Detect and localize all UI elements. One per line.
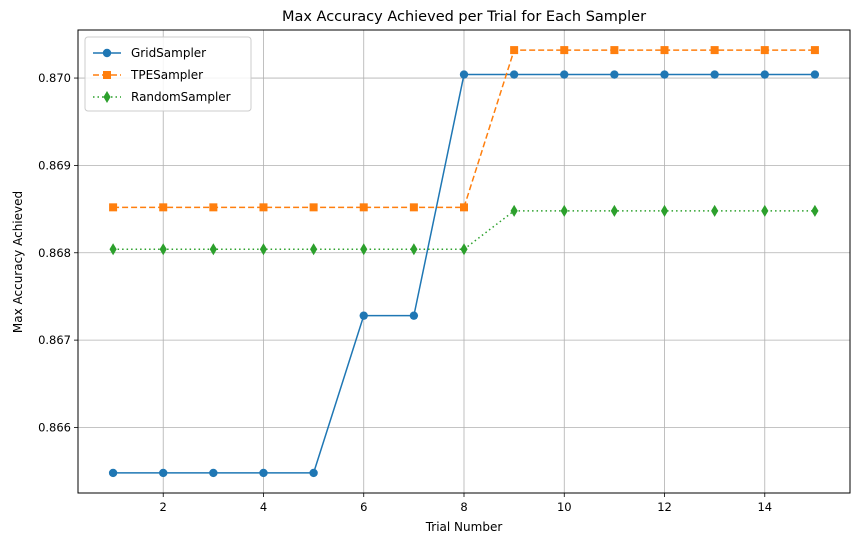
data-point [460, 243, 468, 256]
legend-marker [103, 71, 111, 79]
legend-label: TPESampler [130, 68, 203, 82]
y-tick-label: 0.867 [38, 333, 71, 347]
y-axis-label: Max Accuracy Achieved [11, 191, 25, 333]
data-point [711, 204, 719, 217]
data-point [560, 204, 568, 217]
series-randomsampler [109, 204, 819, 256]
x-tick-label: 2 [160, 500, 167, 514]
data-point [761, 204, 769, 217]
x-axis-ticks: 2 4 6 8 10 12 14 [160, 493, 772, 514]
data-point [409, 311, 419, 320]
x-tick-label: 10 [557, 500, 572, 514]
data-point [359, 203, 368, 212]
data-point [460, 203, 468, 212]
chart-title: Max Accuracy Achieved per Trial for Each… [282, 9, 646, 25]
data-point [259, 243, 268, 256]
data-point [159, 468, 168, 478]
y-axis-ticks: 0.866 0.867 0.868 0.869 0.870 [38, 71, 78, 434]
data-point [560, 70, 569, 79]
data-point [109, 203, 118, 212]
data-point [209, 203, 218, 212]
data-point [760, 46, 769, 55]
legend-marker [103, 91, 111, 103]
data-point [660, 204, 669, 217]
legend-label: RandomSampler [131, 90, 231, 104]
data-point [510, 204, 518, 217]
data-point [810, 70, 820, 79]
data-point [610, 46, 619, 55]
data-point [108, 468, 118, 478]
x-tick-label: 6 [360, 500, 367, 514]
x-tick-label: 8 [460, 500, 467, 514]
data-point [209, 243, 217, 256]
data-point [310, 243, 318, 256]
data-point [459, 70, 469, 79]
data-point [510, 46, 519, 55]
data-point [409, 203, 418, 212]
y-tick-label: 0.868 [38, 246, 71, 260]
data-point [660, 70, 669, 79]
x-tick-label: 4 [260, 500, 267, 514]
data-point [309, 203, 318, 212]
y-tick-label: 0.866 [38, 420, 71, 434]
x-tick-label: 12 [657, 500, 672, 514]
data-point [309, 468, 318, 478]
x-tick-label: 14 [757, 500, 772, 514]
legend: GridSampler TPESampler RandomSampler [84, 36, 252, 112]
data-point [360, 243, 368, 256]
legend-label: GridSampler [131, 46, 206, 60]
data-point [259, 203, 268, 212]
data-point [710, 46, 719, 55]
data-point [610, 204, 618, 217]
data-point [760, 70, 769, 79]
y-tick-label: 0.870 [38, 71, 71, 85]
legend-box [84, 36, 252, 112]
y-tick-label: 0.869 [38, 158, 71, 172]
data-point [610, 70, 619, 79]
data-point [209, 468, 218, 478]
data-point [811, 204, 819, 217]
legend-marker [102, 48, 112, 58]
data-point [560, 46, 569, 55]
data-point [710, 70, 719, 79]
data-point [509, 70, 519, 79]
data-point [810, 46, 819, 55]
data-point [159, 203, 168, 212]
data-point [259, 468, 268, 478]
data-point [109, 243, 117, 256]
data-point [359, 311, 368, 320]
data-point [660, 46, 669, 55]
data-point [159, 243, 167, 256]
series-tpesampler [109, 46, 819, 212]
x-axis-label: Trial Number [425, 520, 503, 534]
series-gridsampler [108, 70, 820, 478]
series-layer [108, 46, 820, 478]
data-point [410, 243, 418, 256]
